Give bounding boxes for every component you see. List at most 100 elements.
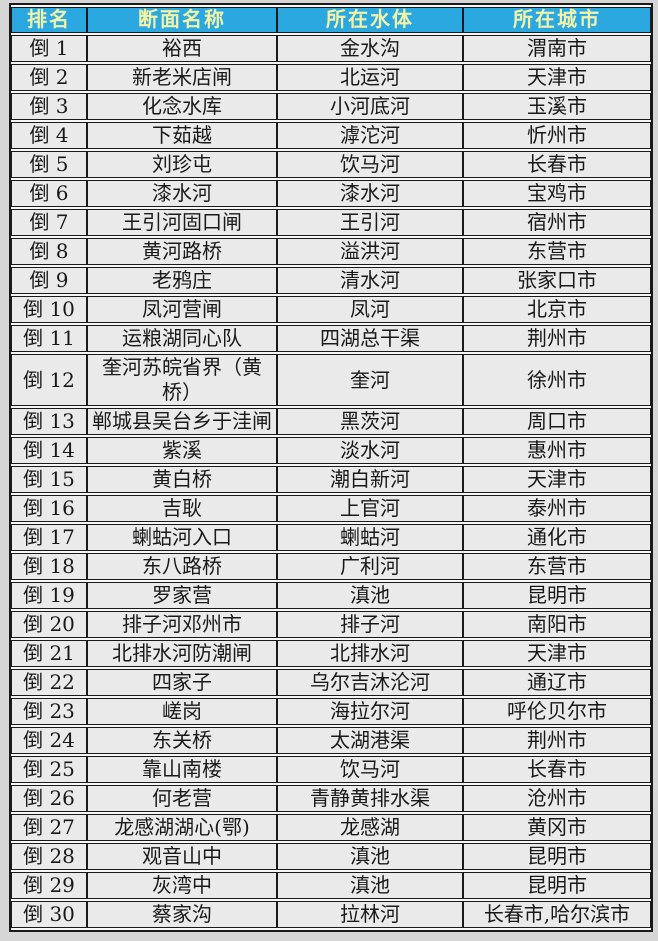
- section-name-cell: 运粮湖同心队: [87, 325, 277, 352]
- city-cell: 周口市: [463, 408, 651, 435]
- water-body-cell: 拉林河: [277, 901, 463, 928]
- rank-cell: 倒 29: [11, 872, 87, 899]
- table-row: 倒 27 龙感湖湖心(鄂) 龙感湖 黄冈市: [11, 814, 651, 841]
- water-body-cell: 溢洪河: [277, 238, 463, 265]
- rank-cell: 倒 7: [11, 209, 87, 236]
- water-body-cell: 王引河: [277, 209, 463, 236]
- rank-cell: 倒 20: [11, 611, 87, 638]
- water-body-cell: 上官河: [277, 495, 463, 522]
- city-cell: 长春市: [463, 151, 651, 178]
- city-cell: 长春市: [463, 756, 651, 783]
- city-cell: 沧州市: [463, 785, 651, 812]
- section-name-cell: 化念水库: [87, 93, 277, 120]
- rank-cell: 倒 12: [11, 354, 87, 406]
- water-body-cell: 乌尔吉沐沦河: [277, 669, 463, 696]
- column-header-water-body: 所在水体: [277, 7, 463, 33]
- rank-cell: 倒 22: [11, 669, 87, 696]
- table-row: 倒 15 黄白桥 潮白新河 天津市: [11, 466, 651, 493]
- water-body-cell: 四湖总干渠: [277, 325, 463, 352]
- column-header-rank: 排名: [11, 7, 87, 33]
- water-body-cell: 北排水河: [277, 640, 463, 667]
- water-body-cell: 小河底河: [277, 93, 463, 120]
- water-body-cell: 滇池: [277, 872, 463, 899]
- section-name-cell: 龙感湖湖心(鄂): [87, 814, 277, 841]
- table-row: 倒 28 观音山中 滇池 昆明市: [11, 843, 651, 870]
- city-cell: 天津市: [463, 64, 651, 91]
- rank-cell: 倒 17: [11, 524, 87, 551]
- table-row: 倒 6 漆水河 漆水河 宝鸡市: [11, 180, 651, 207]
- city-cell: 通辽市: [463, 669, 651, 696]
- table-row: 倒 22 四家子 乌尔吉沐沦河 通辽市: [11, 669, 651, 696]
- section-name-cell: 凤河营闸: [87, 296, 277, 323]
- rank-cell: 倒 2: [11, 64, 87, 91]
- section-name-cell: 王引河固口闸: [87, 209, 277, 236]
- city-cell: 昆明市: [463, 872, 651, 899]
- section-name-cell: 罗家营: [87, 582, 277, 609]
- column-header-city: 所在城市: [463, 7, 651, 33]
- city-cell: 渭南市: [463, 35, 651, 62]
- city-cell: 荆州市: [463, 325, 651, 352]
- city-cell: 宝鸡市: [463, 180, 651, 207]
- table-row: 倒 14 紫溪 淡水河 惠州市: [11, 437, 651, 464]
- section-name-cell: 老鸦庄: [87, 267, 277, 294]
- section-name-cell: 紫溪: [87, 437, 277, 464]
- table-row: 倒 12 奎河苏皖省界（黄桥） 奎河 徐州市: [11, 354, 651, 406]
- water-body-cell: 龙感湖: [277, 814, 463, 841]
- rank-cell: 倒 15: [11, 466, 87, 493]
- rank-cell: 倒 10: [11, 296, 87, 323]
- rank-cell: 倒 5: [11, 151, 87, 178]
- table-row: 倒 24 东关桥 太湖港渠 荆州市: [11, 727, 651, 754]
- rank-cell: 倒 30: [11, 901, 87, 928]
- section-name-cell: 排子河邓州市: [87, 611, 277, 638]
- rank-cell: 倒 11: [11, 325, 87, 352]
- city-cell: 泰州市: [463, 495, 651, 522]
- rank-cell: 倒 26: [11, 785, 87, 812]
- section-name-cell: 黄白桥: [87, 466, 277, 493]
- table-row: 倒 13 郸城县吴台乡于洼闸 黑茨河 周口市: [11, 408, 651, 435]
- water-body-cell: 潮白新河: [277, 466, 463, 493]
- water-body-cell: 海拉尔河: [277, 698, 463, 725]
- water-body-cell: 广利河: [277, 553, 463, 580]
- table-row: 倒 19 罗家营 滇池 昆明市: [11, 582, 651, 609]
- table-row: 倒 21 北排水河防潮闸 北排水河 天津市: [11, 640, 651, 667]
- city-cell: 通化市: [463, 524, 651, 551]
- rank-cell: 倒 8: [11, 238, 87, 265]
- city-cell: 宿州市: [463, 209, 651, 236]
- rank-cell: 倒 25: [11, 756, 87, 783]
- table-row: 倒 11 运粮湖同心队 四湖总干渠 荆州市: [11, 325, 651, 352]
- rank-cell: 倒 19: [11, 582, 87, 609]
- city-cell: 北京市: [463, 296, 651, 323]
- table-header-row: 排名 断面名称 所在水体 所在城市: [11, 7, 651, 33]
- table-row: 倒 16 吉耿 上官河 泰州市: [11, 495, 651, 522]
- table-row: 倒 3 化念水库 小河底河 玉溪市: [11, 93, 651, 120]
- water-quality-ranking-table: 排名 断面名称 所在水体 所在城市 倒 1 裕西 金水沟 渭南市 倒 2 新老米…: [9, 3, 653, 932]
- city-cell: 昆明市: [463, 582, 651, 609]
- water-body-cell: 奎河: [277, 354, 463, 406]
- city-cell: 昆明市: [463, 843, 651, 870]
- section-name-cell: 新老米店闸: [87, 64, 277, 91]
- section-name-cell: 灰湾中: [87, 872, 277, 899]
- water-body-cell: 蝲蛄河: [277, 524, 463, 551]
- water-body-cell: 太湖港渠: [277, 727, 463, 754]
- section-name-cell: 四家子: [87, 669, 277, 696]
- rank-cell: 倒 9: [11, 267, 87, 294]
- rank-cell: 倒 24: [11, 727, 87, 754]
- water-body-cell: 淡水河: [277, 437, 463, 464]
- table-row: 倒 8 黄河路桥 溢洪河 东营市: [11, 238, 651, 265]
- rank-cell: 倒 4: [11, 122, 87, 149]
- water-body-cell: 凤河: [277, 296, 463, 323]
- water-body-cell: 滹沱河: [277, 122, 463, 149]
- water-body-cell: 北运河: [277, 64, 463, 91]
- section-name-cell: 蝲蛄河入口: [87, 524, 277, 551]
- water-body-cell: 饮马河: [277, 151, 463, 178]
- section-name-cell: 奎河苏皖省界（黄桥）: [87, 354, 277, 406]
- table-row: 倒 20 排子河邓州市 排子河 南阳市: [11, 611, 651, 638]
- city-cell: 惠州市: [463, 437, 651, 464]
- water-body-cell: 饮马河: [277, 756, 463, 783]
- table-row: 倒 30 蔡家沟 拉林河 长春市,哈尔滨市: [11, 901, 651, 928]
- city-cell: 东营市: [463, 238, 651, 265]
- section-name-cell: 吉耿: [87, 495, 277, 522]
- table-body: 倒 1 裕西 金水沟 渭南市 倒 2 新老米店闸 北运河 天津市 倒 3 化念水…: [11, 35, 651, 928]
- table-row: 倒 10 凤河营闸 凤河 北京市: [11, 296, 651, 323]
- city-cell: 东营市: [463, 553, 651, 580]
